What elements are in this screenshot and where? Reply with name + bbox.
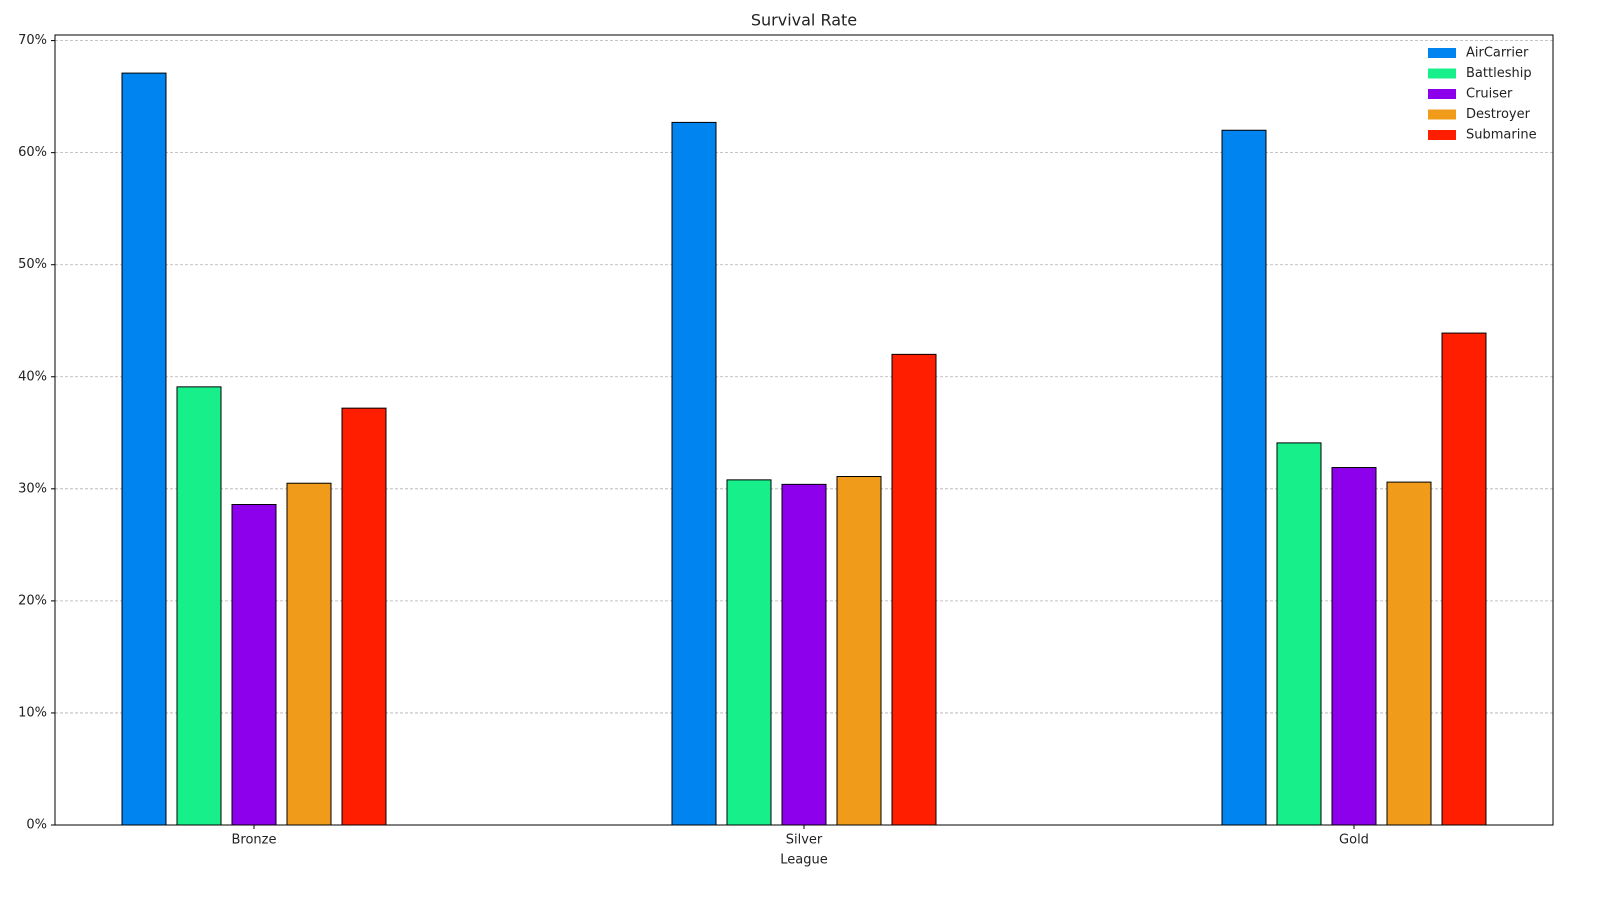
legend-label: AirCarrier (1466, 46, 1529, 61)
legend-swatch (1428, 48, 1456, 58)
y-tick-label: 70% (18, 33, 47, 48)
y-tick-label: 40% (18, 369, 47, 384)
y-tick-label: 60% (18, 145, 47, 160)
bar (891, 353, 937, 826)
y-tick-label: 30% (18, 481, 47, 496)
y-tick-label: 20% (18, 593, 47, 608)
bar (286, 482, 332, 826)
x-tick-label: Silver (786, 833, 823, 848)
bar (341, 407, 387, 826)
y-tick-label: 50% (18, 257, 47, 272)
legend-swatch (1428, 68, 1456, 79)
legend-label: Destroyer (1466, 107, 1531, 122)
legend-label: Battleship (1466, 66, 1532, 81)
bar (726, 479, 772, 826)
bar (781, 483, 827, 826)
y-tick-label: 0% (26, 818, 47, 833)
legend-swatch (1428, 109, 1456, 120)
legend-swatch (1428, 130, 1456, 140)
legend-swatch (1428, 89, 1456, 99)
x-tick-label: Bronze (232, 833, 277, 848)
legend-label: Submarine (1466, 128, 1537, 143)
bar (1221, 129, 1267, 826)
bar (1441, 332, 1487, 826)
bar (231, 504, 277, 826)
bar (1331, 467, 1377, 826)
y-tick-label: 10% (18, 705, 47, 720)
bar (176, 386, 222, 826)
bar (1386, 481, 1432, 826)
plot-frame (54, 34, 1554, 826)
bar (671, 121, 717, 826)
x-axis-label: League (780, 853, 827, 868)
bar (121, 72, 167, 826)
x-tick-label: Gold (1339, 833, 1369, 848)
bar (1276, 442, 1322, 826)
legend-label: Cruiser (1466, 87, 1513, 102)
chart-title: Survival Rate (751, 11, 857, 30)
bar (836, 476, 882, 826)
